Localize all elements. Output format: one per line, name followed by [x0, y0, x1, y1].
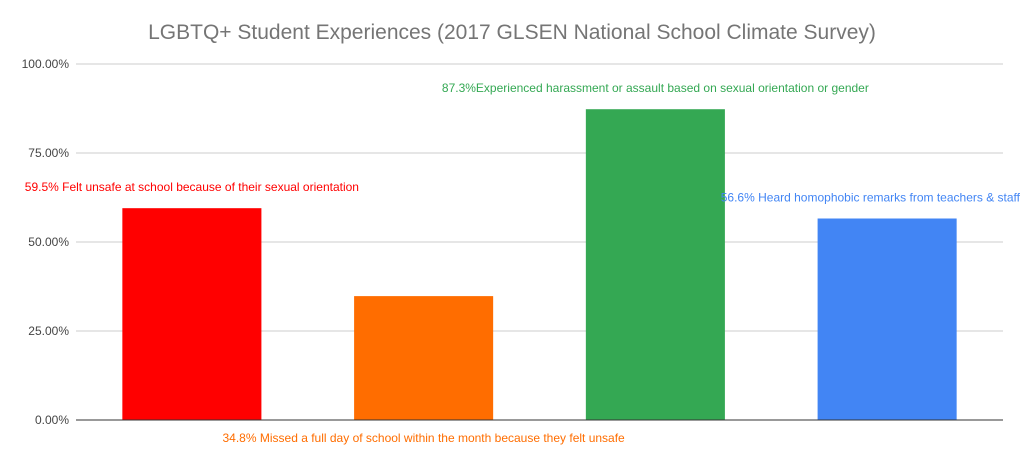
data-label: 87.3%Experienced harassment or assault b…: [442, 81, 869, 95]
bars: [122, 109, 957, 420]
y-tick-label: 50.00%: [28, 235, 69, 249]
bar: [817, 218, 957, 420]
data-labels: 59.5% Felt unsafe at school because of t…: [25, 81, 1021, 445]
bar: [354, 296, 494, 420]
data-label: 34.8% Missed a full day of school within…: [223, 431, 626, 445]
chart-title: LGBTQ+ Student Experiences (2017 GLSEN N…: [148, 21, 876, 44]
y-axis-ticks: 0.00% 25.00% 50.00% 75.00% 100.00%: [22, 57, 70, 427]
data-label: 56.6% Heard homophobic remarks from teac…: [721, 191, 1021, 205]
y-tick-label: 25.00%: [28, 324, 69, 338]
y-tick-label: 75.00%: [28, 146, 69, 160]
bar: [122, 208, 262, 420]
data-label: 59.5% Felt unsafe at school because of t…: [25, 180, 359, 194]
bar: [585, 109, 725, 420]
y-tick-label: 0.00%: [35, 413, 69, 427]
y-tick-label: 100.00%: [22, 57, 70, 71]
